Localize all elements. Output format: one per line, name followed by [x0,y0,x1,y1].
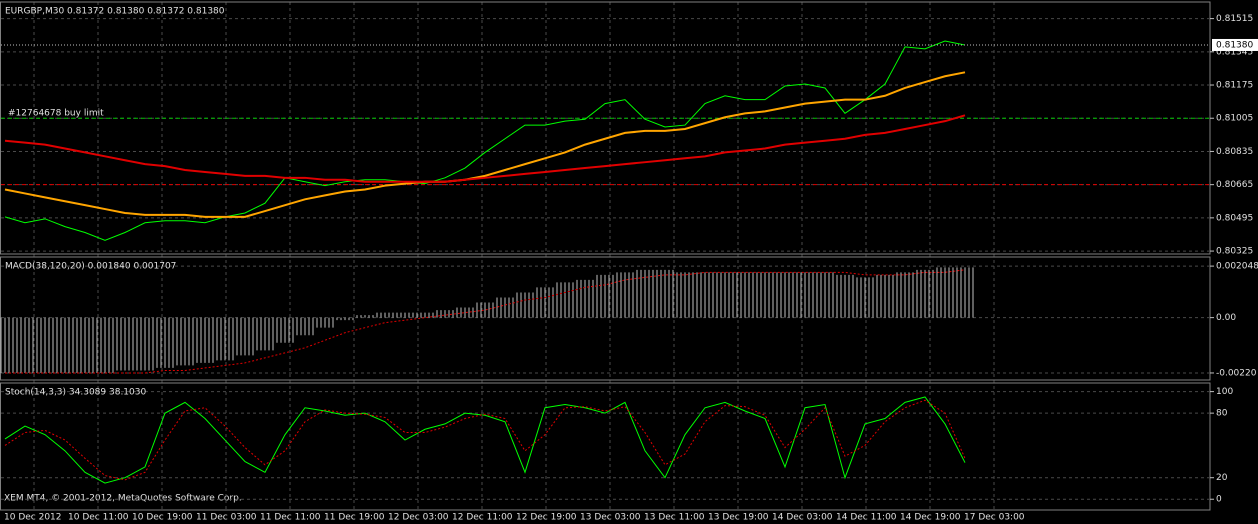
y-tick-label: 0.00 [1216,313,1236,323]
x-tick-label: 11 Dec 19:00 [324,513,385,523]
y-tick-label: 0 [1216,495,1222,505]
y-tick-label: 100 [1216,387,1233,397]
series-line [4,399,966,481]
x-tick-label: 14 Dec 11:00 [836,513,897,523]
x-tick-label: 11 Dec 03:00 [196,513,257,523]
y-tick-label: 0.80665 [1216,180,1253,190]
x-tick-label: 14 Dec 19:00 [900,513,961,523]
current-price: 0.81380 [1216,40,1253,50]
x-tick-label: 10 Dec 2012 [4,513,62,523]
y-tick-label: 0.81005 [1216,114,1253,124]
series-line [4,40,966,241]
order-label: #12764678 buy limit [8,109,104,119]
x-tick-label: 12 Dec 19:00 [516,513,577,523]
x-tick-label: 13 Dec 03:00 [580,513,641,523]
x-tick-label: 10 Dec 11:00 [68,513,129,523]
y-tick-label: 0.80835 [1216,147,1253,157]
panel-title: MACD(38,120,20) 0.001840 0.001707 [5,262,176,272]
y-tick-label: 0.002048 [1216,262,1258,272]
x-tick-label: 17 Dec 03:00 [964,513,1025,523]
panel-title: EURGBP,M30 0.81372 0.81380 0.81372 0.813… [5,7,225,17]
panel-border [0,382,1211,511]
series-line [5,269,966,374]
y-tick-label: 0.81515 [1216,14,1253,24]
panel-border [0,1,1211,255]
series-line [4,71,966,218]
series-line [4,114,966,183]
x-tick-label: 13 Dec 19:00 [708,513,769,523]
panel-title: Stoch(14,3,3) 34.3089 38.1030 [5,388,146,398]
x-tick-label: 13 Dec 11:00 [644,513,705,523]
x-tick-label: 11 Dec 11:00 [260,513,321,523]
x-tick-label: 12 Dec 11:00 [452,513,513,523]
y-tick-label: 20 [1216,473,1228,483]
y-tick-label: 0.80325 [1216,247,1253,257]
y-tick-label: 0.81345 [1216,47,1253,57]
y-tick-label: -0.00220 [1216,368,1257,378]
x-tick-label: 14 Dec 03:00 [772,513,833,523]
footer: XEM MT4, © 2001-2012, MetaQuotes Softwar… [4,494,242,504]
y-tick-label: 80 [1216,409,1228,419]
y-tick-label: 0.81175 [1216,81,1253,91]
x-tick-label: 10 Dec 19:00 [132,513,193,523]
price-box [1212,38,1258,51]
x-tick-label: 12 Dec 03:00 [388,513,449,523]
y-tick-label: 0.80495 [1216,213,1253,223]
series-line [4,396,966,484]
